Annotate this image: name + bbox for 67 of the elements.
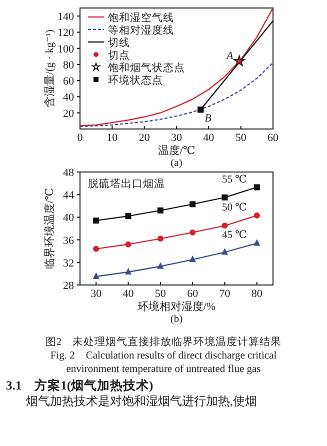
y-axis-title: 含湿量/(g · kg⁻¹): [43, 29, 56, 108]
point: [93, 218, 100, 224]
x-tick-label: 10: [106, 132, 118, 144]
text: 3.1 方案1(烟气加热技术): [6, 378, 154, 392]
x-tick-label: 80: [251, 288, 263, 300]
x-axis-title: 环境相对湿度/%: [137, 300, 216, 313]
x-tick-label: 50: [235, 132, 247, 144]
annotation: A: [225, 50, 234, 62]
x-tick-label: 70: [219, 288, 231, 300]
y-tick-label: 44: [63, 190, 74, 202]
y-tick-label: 80: [63, 59, 74, 72]
x-tick-label: 40: [122, 288, 134, 300]
legend-label: 饱和烟气状态点: [107, 61, 185, 74]
point: [93, 246, 100, 252]
text: (a): [170, 158, 183, 169]
point: [157, 236, 164, 242]
y-tick-label: 120: [58, 27, 74, 40]
y-tick-label: 140: [58, 11, 74, 24]
series-label: 45 ℃: [222, 230, 248, 242]
point: [254, 184, 260, 190]
point: [190, 229, 196, 236]
point: [222, 222, 228, 229]
point: [125, 213, 132, 220]
legend-label: 等相对湿度线: [108, 24, 174, 36]
caption: Fig. 2 Calculation results of direct discharge critical: [50, 350, 277, 362]
y-tick-label: 40: [63, 212, 74, 224]
point: [125, 241, 132, 248]
line-series: [79, 62, 274, 128]
point: [254, 240, 260, 246]
legend-label: 切线: [108, 36, 130, 49]
y-tick-label: 60: [63, 76, 74, 88]
x-tick-label: 0: [77, 132, 84, 144]
text: environment temperature of untreated flue gas: [66, 364, 261, 375]
x-tick-label: 60: [268, 132, 279, 144]
text: (b): [170, 314, 184, 325]
x-tick-label: 50: [154, 288, 166, 300]
x-tick-label: 60: [187, 288, 199, 300]
annotation: B: [204, 112, 212, 125]
point: [254, 212, 260, 219]
x-tick-label: 30: [171, 132, 182, 144]
caption: 图2 未处理烟气直接排放临界环境温度计算结果: [45, 335, 282, 348]
text: 烟气加热技术是对饱和湿烟气进行加热,使烟: [26, 394, 257, 408]
point: [190, 256, 196, 262]
legend-label: 环境状态点: [108, 74, 163, 86]
point: [222, 248, 228, 255]
y-axis-title: 临界环境温度/℃: [43, 188, 56, 270]
point: [157, 262, 164, 269]
point: [157, 207, 164, 214]
series-label: 50 ℃: [222, 202, 248, 214]
line-series: [79, 7, 274, 126]
x-tick-label: 30: [90, 288, 102, 300]
point: [190, 201, 196, 208]
legend-label: 切点: [108, 48, 130, 62]
x-axis-title: 温度/℃: [158, 144, 196, 157]
series-label: 55 ℃: [222, 174, 248, 186]
x-tick-label: 20: [138, 132, 150, 144]
y-tick-label: 20: [63, 108, 74, 120]
y-tick-label: 40: [63, 92, 74, 104]
legend-label: 饱和湿空气线: [107, 11, 174, 24]
annotation: 脱硫塔出口烟温: [88, 177, 165, 190]
point: [222, 194, 228, 200]
y-tick-label: 100: [58, 43, 74, 56]
y-tick-label: 36: [63, 234, 74, 247]
y-tick-label: 48: [63, 167, 74, 179]
y-tick-label: 28: [63, 280, 74, 292]
x-tick-label: 40: [203, 132, 215, 144]
y-tick-label: 32: [63, 257, 74, 270]
